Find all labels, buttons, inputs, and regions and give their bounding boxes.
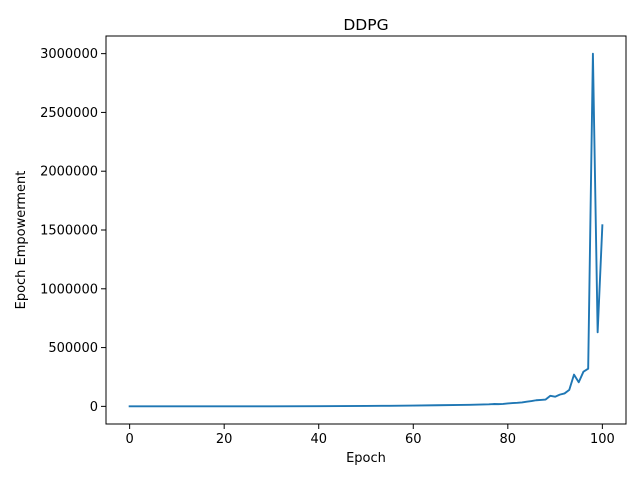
chart-title: DDPG bbox=[343, 16, 388, 34]
x-tick-label-20: 20 bbox=[216, 432, 233, 447]
x-axis-label: Epoch bbox=[346, 451, 386, 466]
x-tick-label-0: 0 bbox=[125, 432, 133, 447]
y-tick-label-2500000: 2500000 bbox=[40, 106, 98, 121]
x-tick-label-40: 40 bbox=[310, 432, 327, 447]
y-tick-label-3000000: 3000000 bbox=[40, 47, 98, 62]
y-tick-label-500000: 500000 bbox=[48, 341, 98, 356]
axes: 0 20 40 60 80 100 0 500000 1000000 1500000 2000000… bbox=[40, 35, 627, 447]
y-tick-label-2000000: 2000000 bbox=[40, 165, 98, 180]
series-line-0 bbox=[128, 52, 604, 408]
plot-area bbox=[128, 52, 604, 408]
x-tick-label-80: 80 bbox=[500, 432, 517, 447]
y-axis-label: Epoch Empowerment bbox=[14, 171, 29, 310]
x-tick-label-100: 100 bbox=[590, 432, 615, 447]
y-tick-label-1000000: 1000000 bbox=[40, 282, 98, 297]
y-tick-label-1500000: 1500000 bbox=[40, 224, 98, 239]
x-tick-label-60: 60 bbox=[405, 432, 422, 447]
y-tick-label-0: 0 bbox=[90, 400, 98, 415]
